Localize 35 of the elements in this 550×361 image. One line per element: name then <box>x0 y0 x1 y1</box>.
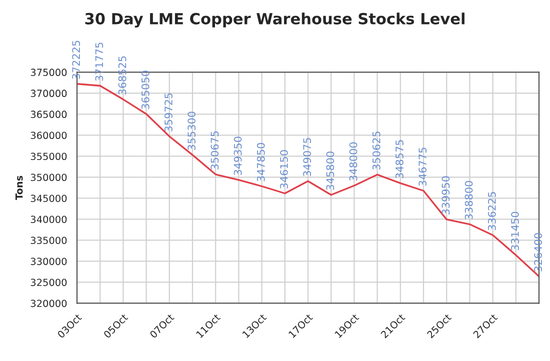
y-tick-label: 370000 <box>30 90 67 98</box>
y-tick-label: 340000 <box>30 216 67 224</box>
y-tick-label: 375000 <box>30 68 67 76</box>
data-label: 346150 <box>280 150 288 188</box>
data-label: 368525 <box>118 56 126 94</box>
data-label: 349075 <box>303 138 312 176</box>
data-label: 346775 <box>418 148 427 186</box>
y-tick-label: 350000 <box>30 174 67 182</box>
data-label: 350675 <box>210 131 219 170</box>
data-label: 339950 <box>442 176 450 214</box>
data-label: 331450 <box>511 212 519 250</box>
y-tick-label: 330000 <box>30 258 67 266</box>
data-label: 348000 <box>349 142 358 181</box>
data-label: 372225 <box>72 40 80 79</box>
y-tick-label: 360000 <box>30 132 67 140</box>
data-label: 345800 <box>326 152 334 190</box>
y-axis-title: Tons <box>16 176 23 200</box>
data-label: 338800 <box>464 181 473 220</box>
y-tick-label: 325000 <box>30 278 67 286</box>
y-tick-label: 355000 <box>30 152 67 160</box>
data-label: 355300 <box>188 112 196 150</box>
y-tick-label: 365000 <box>30 110 67 118</box>
data-label: 359725 <box>164 93 172 132</box>
data-label: 336225 <box>488 192 496 230</box>
data-label: 347850 <box>256 143 265 182</box>
data-label: 371775 <box>95 42 104 81</box>
data-label: 365050 <box>141 70 150 110</box>
data-label: 350625 <box>372 132 380 170</box>
y-tick-label: 345000 <box>30 194 67 202</box>
data-label: 326400 <box>534 233 542 272</box>
data-label: 349350 <box>234 136 242 175</box>
y-tick-label: 320000 <box>30 300 67 308</box>
y-tick-label: 335000 <box>30 236 67 244</box>
chart-title: 30 Day LME Copper Warehouse Stocks Level <box>85 12 464 28</box>
data-label: 348575 <box>396 140 404 178</box>
